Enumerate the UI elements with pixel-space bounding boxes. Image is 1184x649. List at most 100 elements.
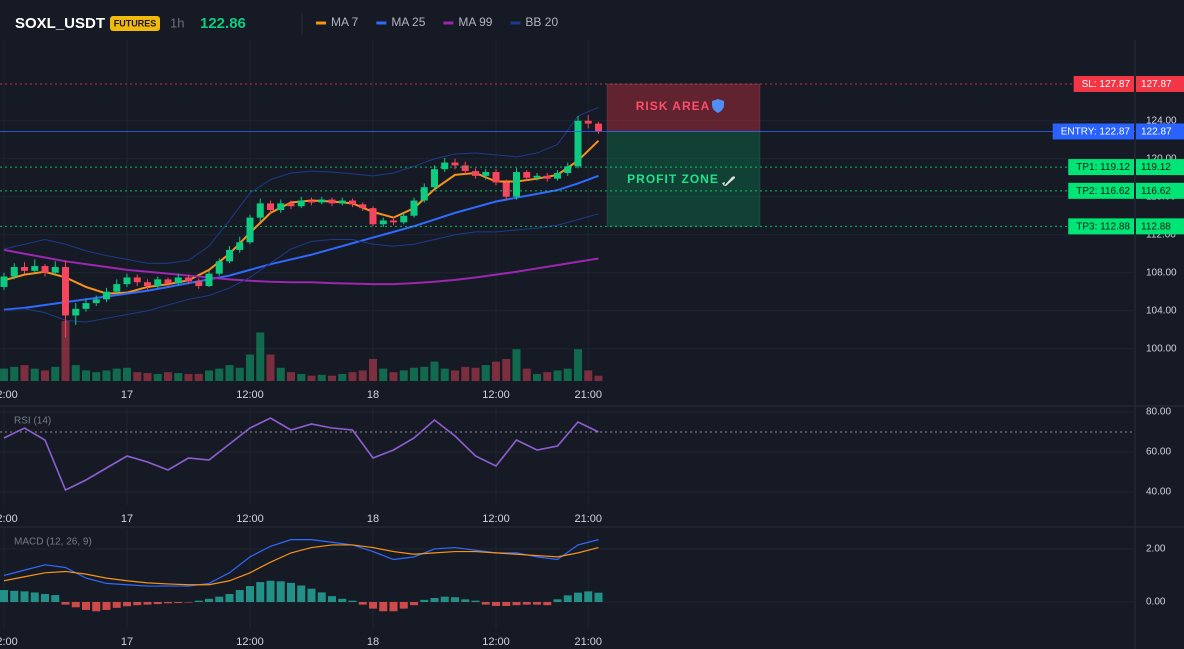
histogram-bar xyxy=(430,598,439,602)
histogram-bar xyxy=(389,601,398,612)
candle-body xyxy=(328,199,336,204)
histogram-bar xyxy=(369,601,377,609)
histogram-bar xyxy=(133,601,142,606)
volume-bar xyxy=(502,358,511,381)
candle-body xyxy=(82,303,90,309)
histogram-bar xyxy=(410,601,418,606)
candle-body xyxy=(246,217,254,243)
histogram-bar xyxy=(358,601,367,605)
candle-body xyxy=(441,162,449,170)
volume-bar xyxy=(246,354,254,381)
histogram-bar xyxy=(153,601,162,605)
volume-bar xyxy=(297,373,306,381)
histogram-bar xyxy=(41,594,49,602)
volume-bar xyxy=(574,349,582,381)
volume-bar xyxy=(0,368,8,381)
legend-label: MA 25 xyxy=(391,15,425,29)
level-price-box xyxy=(1136,123,1184,140)
level-tag-box xyxy=(1052,123,1134,140)
candle-body xyxy=(523,172,531,178)
y-tick-label: 40.00 xyxy=(1146,487,1171,498)
histogram-bar xyxy=(215,596,224,602)
volume-bar xyxy=(133,372,142,381)
volume-bar xyxy=(410,367,418,381)
histogram-bar xyxy=(51,595,60,602)
candle-body xyxy=(62,267,69,316)
candle-body xyxy=(21,267,28,271)
volume-bar xyxy=(287,372,295,381)
histogram-bar xyxy=(338,598,347,602)
histogram-bar xyxy=(287,582,295,602)
rsi-line xyxy=(3,417,599,492)
volume-bar xyxy=(215,368,224,381)
overlay-layer: SOXL_USDT FUTURES 1h 122.86 MA 7 MA 25 MA … xyxy=(15,15,735,186)
volume-bar xyxy=(481,365,490,381)
histogram-bar xyxy=(246,586,254,602)
volume-bar xyxy=(92,372,101,381)
candle-body xyxy=(400,215,408,223)
x-tick-label: 12:00 xyxy=(0,636,18,648)
histogram-bar xyxy=(492,601,500,606)
candle-body xyxy=(41,266,49,273)
histogram-bar xyxy=(102,601,111,610)
histogram-bar xyxy=(235,590,244,602)
candle-body xyxy=(31,266,39,271)
histogram-bar xyxy=(112,601,121,608)
volume-bar xyxy=(379,368,388,381)
volume-bar xyxy=(276,367,285,381)
level-tag: ENTRY: 122.87 xyxy=(1061,127,1131,138)
histogram-bar xyxy=(256,582,265,602)
badge-box xyxy=(110,16,160,31)
candle-body xyxy=(236,242,244,250)
volume-bar xyxy=(328,375,336,381)
candle-body xyxy=(369,208,377,225)
volume-bar xyxy=(451,370,459,381)
histogram-bar xyxy=(61,601,70,605)
level-price-box xyxy=(1136,75,1184,92)
candle-body xyxy=(564,166,572,173)
volume-bar xyxy=(194,373,203,381)
x-tick-label: 12:00 xyxy=(0,389,18,401)
histogram-bar xyxy=(584,591,593,602)
candle-body xyxy=(451,162,459,166)
candle-body xyxy=(195,281,203,287)
volume-bar xyxy=(205,370,213,381)
candle-body xyxy=(472,171,479,176)
pane-title: MACD (12, 26, 9) xyxy=(14,537,92,548)
level-tag-box xyxy=(1068,218,1134,235)
volume-bar xyxy=(123,367,131,381)
histogram-bar xyxy=(164,601,172,604)
last-price: 122.86 xyxy=(200,15,246,32)
macd-line xyxy=(3,544,599,586)
candle-body xyxy=(492,172,500,183)
candle-body xyxy=(154,279,162,287)
volume-bar xyxy=(430,361,439,381)
y-tick-label: 104.00 xyxy=(1146,305,1177,316)
candle-body xyxy=(297,200,305,207)
histogram-bar xyxy=(194,600,203,602)
x-tick-label: 18 xyxy=(367,636,379,648)
histogram-bar xyxy=(10,590,19,602)
volume-bar xyxy=(440,368,449,381)
histogram-bar xyxy=(563,595,572,602)
volume-bar xyxy=(584,370,593,381)
histogram-bar xyxy=(71,601,80,608)
x-tick-label: 17 xyxy=(121,636,133,648)
candle-body xyxy=(10,267,18,277)
level-tag: TP3: 112.88 xyxy=(1076,222,1130,233)
volume-bar xyxy=(112,368,121,381)
x-tick-label: 18 xyxy=(367,513,379,525)
level-price: 122.87 xyxy=(1141,127,1172,138)
histogram-bar xyxy=(451,597,459,602)
zone xyxy=(606,130,761,227)
candle-body xyxy=(287,203,295,207)
volume-bar xyxy=(41,370,49,381)
histogram-bar xyxy=(184,601,193,603)
histogram-bar xyxy=(481,601,490,605)
volume-bar xyxy=(399,370,408,381)
y-tick-label: 112.00 xyxy=(1146,229,1176,240)
x-tick-label: 17 xyxy=(121,513,133,525)
